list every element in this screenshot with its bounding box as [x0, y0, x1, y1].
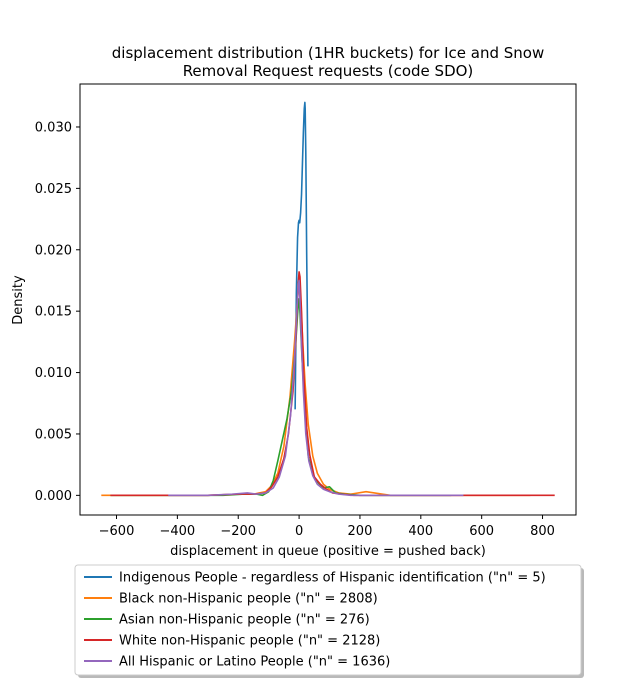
y-tick-label: 0.025: [35, 182, 72, 197]
y-axis-label: Density: [11, 275, 26, 325]
x-tick-label: 0: [295, 524, 303, 539]
y-tick-label: 0.015: [35, 305, 72, 320]
x-tick-label: −200: [220, 524, 256, 539]
x-axis-label: displacement in queue (positive = pushed…: [170, 544, 486, 559]
legend-items: Indigenous People - regardless of Hispan…: [84, 571, 546, 670]
legend-box: [74, 564, 582, 676]
x-tick-label: 400: [408, 524, 433, 539]
legend: Indigenous People - regardless of Hispan…: [74, 564, 584, 678]
series-line-4: [168, 279, 464, 497]
legend-label-1: Black non-Hispanic people ("n" = 2808): [119, 592, 378, 607]
x-tick-label: −400: [160, 524, 196, 539]
chart-title-line-1: displacement distribution (1HR buckets) …: [112, 44, 544, 62]
x-tick-label: 200: [348, 524, 373, 539]
legend-label-0: Indigenous People - regardless of Hispan…: [119, 571, 546, 586]
chart-title-line-2: Removal Request requests (code SDO): [183, 62, 474, 80]
plot-area: [80, 84, 576, 515]
plot-frame: [79, 83, 577, 516]
series-layer: [101, 101, 555, 497]
y-axis: 0.000 0.005 0.010 0.015 0.020 0.025 0.030: [35, 120, 80, 504]
series-line-2: [110, 298, 452, 497]
y-tick-label: 0.010: [35, 366, 72, 381]
legend-label-2: Asian non-Hispanic people ("n" = 276): [119, 613, 370, 628]
legend-label-3: White non-Hispanic people ("n" = 2128): [119, 634, 380, 649]
x-tick-label: 600: [469, 524, 494, 539]
legend-label-4: All Hispanic or Latino People ("n" = 163…: [119, 655, 390, 670]
y-tick-label: 0.030: [35, 120, 72, 135]
series-line-0: [294, 101, 309, 410]
x-tick-label: −600: [99, 524, 135, 539]
x-tick-label: 800: [530, 524, 555, 539]
y-tick-label: 0.000: [35, 489, 72, 504]
y-tick-label: 0.020: [35, 243, 72, 258]
y-tick-label: 0.005: [35, 427, 72, 442]
x-axis: −600 −400 −200 0 200 400 600 800: [99, 515, 555, 539]
